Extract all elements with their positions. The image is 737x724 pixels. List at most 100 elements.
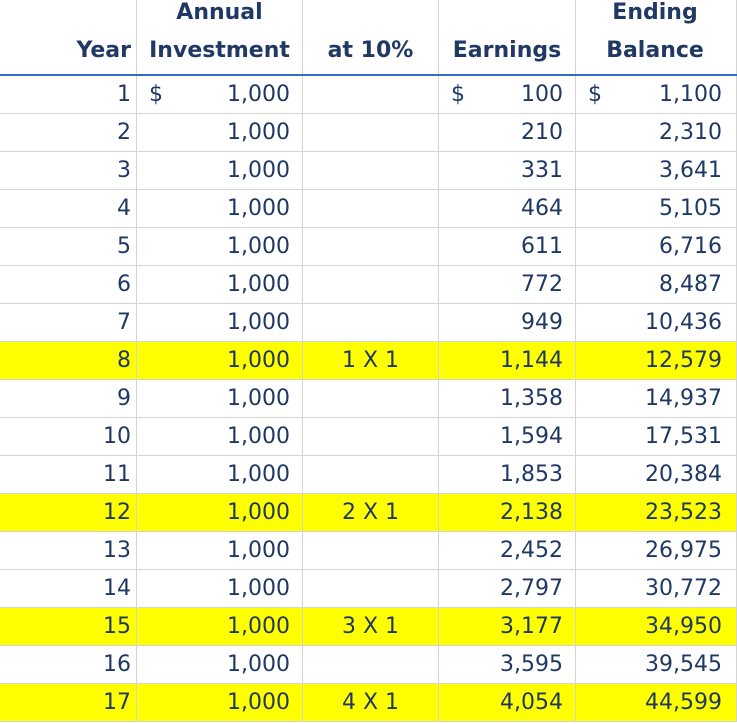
note-cell[interactable] <box>303 114 439 152</box>
earnings-cell[interactable]: 331 <box>439 152 576 190</box>
year-cell[interactable]: 16 <box>0 646 137 684</box>
balance-cell[interactable]: $1,100 <box>576 76 737 114</box>
note-cell[interactable]: 1 X 1 <box>303 342 439 380</box>
year-cell[interactable]: 10 <box>0 418 137 456</box>
balance-cell[interactable]: 26,975 <box>576 532 737 570</box>
header-rate[interactable]: at 10% <box>303 0 439 74</box>
year-cell[interactable]: 17 <box>0 684 137 722</box>
table-body: 1 $1,000 $100 $1,100 2 1,000 210 2,310 3 1,000 331… <box>0 76 737 722</box>
investment-cell[interactable]: 1,000 <box>137 456 303 494</box>
investment-cell[interactable]: 1,000 <box>137 228 303 266</box>
earnings-cell[interactable]: 1,853 <box>439 456 576 494</box>
earnings-cell[interactable]: 611 <box>439 228 576 266</box>
balance-cell[interactable]: 8,487 <box>576 266 737 304</box>
investment-cell[interactable]: 1,000 <box>137 570 303 608</box>
balance-cell[interactable]: 14,937 <box>576 380 737 418</box>
year-cell[interactable]: 5 <box>0 228 137 266</box>
investment-cell[interactable]: 1,000 <box>137 152 303 190</box>
note-cell[interactable] <box>303 152 439 190</box>
year-cell[interactable]: 2 <box>0 114 137 152</box>
note-cell[interactable]: 2 X 1 <box>303 494 439 532</box>
header-earnings[interactable]: Earnings <box>439 0 576 74</box>
balance-cell[interactable]: 23,523 <box>576 494 737 532</box>
note-cell[interactable] <box>303 266 439 304</box>
investment-cell[interactable]: 1,000 <box>137 380 303 418</box>
header-annual-investment[interactable]: Annual Investment <box>137 0 303 74</box>
note-cell[interactable] <box>303 456 439 494</box>
investment-cell[interactable]: 1,000 <box>137 532 303 570</box>
note-cell[interactable]: 3 X 1 <box>303 608 439 646</box>
balance-cell[interactable]: 6,716 <box>576 228 737 266</box>
year-cell[interactable]: 11 <box>0 456 137 494</box>
investment-cell[interactable]: 1,000 <box>137 494 303 532</box>
note-cell[interactable] <box>303 532 439 570</box>
investment-cell[interactable]: 1,000 <box>137 608 303 646</box>
balance-cell[interactable]: 2,310 <box>576 114 737 152</box>
note-cell[interactable] <box>303 646 439 684</box>
balance-cell[interactable]: 20,384 <box>576 456 737 494</box>
note-cell[interactable] <box>303 190 439 228</box>
investment-cell[interactable]: 1,000 <box>137 418 303 456</box>
earnings-cell[interactable]: $100 <box>439 76 576 114</box>
balance-cell[interactable]: 17,531 <box>576 418 737 456</box>
earnings-value: 3,177 <box>500 614 563 639</box>
year-cell[interactable]: 8 <box>0 342 137 380</box>
year-cell[interactable]: 4 <box>0 190 137 228</box>
balance-cell[interactable]: 34,950 <box>576 608 737 646</box>
year-cell[interactable]: 14 <box>0 570 137 608</box>
investment-cell[interactable]: $1,000 <box>137 76 303 114</box>
year-cell[interactable]: 9 <box>0 380 137 418</box>
earnings-cell[interactable]: 4,054 <box>439 684 576 722</box>
header-year[interactable]: Year <box>0 0 137 74</box>
year-cell[interactable]: 13 <box>0 532 137 570</box>
earnings-cell[interactable]: 210 <box>439 114 576 152</box>
balance-cell[interactable]: 10,436 <box>576 304 737 342</box>
balance-cell[interactable]: 12,579 <box>576 342 737 380</box>
investment-cell[interactable]: 1,000 <box>137 304 303 342</box>
earnings-cell[interactable]: 3,177 <box>439 608 576 646</box>
table-row: 7 1,000 949 10,436 <box>0 304 737 342</box>
year-cell[interactable]: 15 <box>0 608 137 646</box>
investment-cell[interactable]: 1,000 <box>137 342 303 380</box>
balance-cell[interactable]: 44,599 <box>576 684 737 722</box>
earnings-cell[interactable]: 464 <box>439 190 576 228</box>
balance-value: 5,105 <box>659 196 722 221</box>
investment-cell[interactable]: 1,000 <box>137 646 303 684</box>
balance-cell[interactable]: 5,105 <box>576 190 737 228</box>
table-row: 5 1,000 611 6,716 <box>0 228 737 266</box>
note-cell[interactable]: 4 X 1 <box>303 684 439 722</box>
year-value: 12 <box>103 500 131 525</box>
year-cell[interactable]: 3 <box>0 152 137 190</box>
investment-cell[interactable]: 1,000 <box>137 114 303 152</box>
note-cell[interactable] <box>303 380 439 418</box>
earnings-cell[interactable]: 2,797 <box>439 570 576 608</box>
balance-cell[interactable]: 39,545 <box>576 646 737 684</box>
year-cell[interactable]: 12 <box>0 494 137 532</box>
header-ending-balance[interactable]: Ending Balance <box>576 0 737 74</box>
note-cell[interactable] <box>303 76 439 114</box>
earnings-cell[interactable]: 1,144 <box>439 342 576 380</box>
year-cell[interactable]: 7 <box>0 304 137 342</box>
balance-cell[interactable]: 30,772 <box>576 570 737 608</box>
earnings-cell[interactable]: 949 <box>439 304 576 342</box>
earnings-cell[interactable]: 1,358 <box>439 380 576 418</box>
year-cell[interactable]: 6 <box>0 266 137 304</box>
year-cell[interactable]: 1 <box>0 76 137 114</box>
earnings-cell[interactable]: 1,594 <box>439 418 576 456</box>
earnings-value: 1,144 <box>500 348 563 373</box>
investment-cell[interactable]: 1,000 <box>137 190 303 228</box>
investment-cell[interactable]: 1,000 <box>137 266 303 304</box>
year-value: 7 <box>117 310 131 335</box>
earnings-cell[interactable]: 2,138 <box>439 494 576 532</box>
note-value: 1 X 1 <box>341 348 400 373</box>
balance-cell[interactable]: 3,641 <box>576 152 737 190</box>
note-value: 3 X 1 <box>341 614 400 639</box>
investment-cell[interactable]: 1,000 <box>137 684 303 722</box>
note-cell[interactable] <box>303 228 439 266</box>
note-cell[interactable] <box>303 304 439 342</box>
earnings-cell[interactable]: 3,595 <box>439 646 576 684</box>
note-cell[interactable] <box>303 418 439 456</box>
note-cell[interactable] <box>303 570 439 608</box>
earnings-cell[interactable]: 2,452 <box>439 532 576 570</box>
earnings-cell[interactable]: 772 <box>439 266 576 304</box>
